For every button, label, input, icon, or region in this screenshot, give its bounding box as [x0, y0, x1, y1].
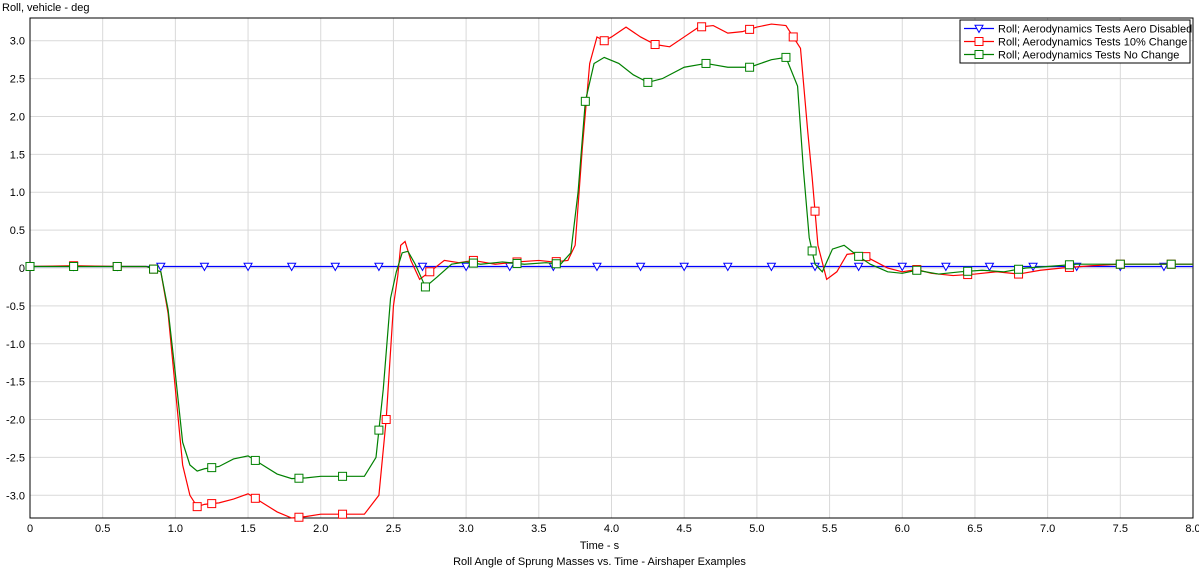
marker-square-icon	[295, 513, 303, 521]
marker-square-icon	[150, 265, 158, 273]
x-tick-label: 8.0	[1185, 523, 1199, 535]
marker-square-icon	[698, 23, 706, 31]
marker-square-icon	[1116, 260, 1124, 268]
marker-square-icon	[26, 262, 34, 270]
marker-square-icon	[251, 494, 259, 502]
legend-label: Roll; Aerodynamics Tests Aero Disabled	[998, 24, 1192, 36]
marker-square-icon	[808, 247, 816, 255]
legend: Roll; Aerodynamics Tests Aero DisabledRo…	[960, 20, 1192, 63]
x-tick-label: 1.0	[168, 523, 183, 535]
x-tick-label: 0	[27, 523, 33, 535]
marker-square-icon	[375, 426, 383, 434]
marker-square-icon	[913, 266, 921, 274]
legend-label: Roll; Aerodynamics Tests No Change	[998, 50, 1179, 62]
legend-label: Roll; Aerodynamics Tests 10% Change	[998, 37, 1187, 49]
y-tick-label: 1.5	[10, 149, 25, 161]
marker-square-icon	[113, 262, 121, 270]
y-tick-label: 2.0	[10, 111, 25, 123]
x-tick-label: 3.5	[531, 523, 546, 535]
marker-square-icon	[70, 262, 78, 270]
y-tick-label: 3.0	[10, 36, 25, 48]
marker-square-icon	[421, 283, 429, 291]
marker-square-icon	[1065, 261, 1073, 269]
y-tick-label: 1.0	[10, 187, 25, 199]
marker-square-icon	[339, 510, 347, 518]
x-tick-label: 4.0	[604, 523, 619, 535]
marker-square-icon	[964, 267, 972, 275]
y-tick-label: -1.0	[6, 339, 25, 351]
marker-square-icon	[644, 78, 652, 86]
x-tick-label: 5.0	[749, 523, 764, 535]
marker-square-icon	[746, 25, 754, 33]
x-tick-label: 5.5	[822, 523, 837, 535]
x-tick-label: 6.0	[895, 523, 910, 535]
marker-square-icon	[251, 456, 259, 464]
marker-square-icon	[1015, 265, 1023, 273]
y-tick-label: -2.5	[6, 452, 25, 464]
y-tick-label: -0.5	[6, 301, 25, 313]
marker-square-icon	[208, 500, 216, 508]
x-tick-label: 7.5	[1113, 523, 1128, 535]
marker-square-icon	[1167, 260, 1175, 268]
marker-square-icon	[782, 53, 790, 61]
x-tick-label: 2.0	[313, 523, 328, 535]
marker-square-icon	[581, 97, 589, 105]
x-tick-label: 0.5	[95, 523, 110, 535]
marker-square-icon	[975, 51, 983, 59]
x-tick-label: 2.5	[386, 523, 401, 535]
marker-square-icon	[600, 37, 608, 45]
chart-footer: Roll Angle of Sprung Masses vs. Time - A…	[0, 556, 1199, 568]
marker-square-icon	[975, 38, 983, 46]
chart-container: Roll, vehicle - deg 00.51.01.52.02.53.03…	[0, 0, 1199, 573]
x-tick-label: 4.5	[677, 523, 692, 535]
marker-square-icon	[789, 33, 797, 41]
x-axis-title: Time - s	[0, 540, 1199, 552]
y-tick-label: 2.5	[10, 74, 25, 86]
chart-svg: 0 0.5 1.0 1.5 2.0 2.5 3.0 3.5 4.0 4.5 5.0 5.5 6.0 6.5…	[0, 0, 1199, 573]
y-tick-label: 0.5	[10, 225, 25, 237]
marker-square-icon	[513, 259, 521, 267]
marker-square-icon	[193, 503, 201, 511]
marker-square-icon	[855, 252, 863, 260]
y-tick-label: 0	[19, 263, 25, 275]
marker-square-icon	[746, 63, 754, 71]
marker-square-icon	[702, 59, 710, 67]
marker-square-icon	[208, 464, 216, 472]
marker-square-icon	[811, 207, 819, 215]
marker-square-icon	[339, 472, 347, 480]
marker-square-icon	[469, 259, 477, 267]
x-tick-label: 3.0	[458, 523, 473, 535]
y-tick-label: -3.0	[6, 490, 25, 502]
marker-square-icon	[426, 268, 434, 276]
marker-square-icon	[295, 474, 303, 482]
y-tick-label: -2.0	[6, 415, 25, 427]
x-tick-label: 6.5	[967, 523, 982, 535]
x-tick-label: 7.0	[1040, 523, 1055, 535]
y-tick-label: -1.5	[6, 377, 25, 389]
x-tick-label: 1.5	[240, 523, 255, 535]
marker-square-icon	[552, 260, 560, 268]
marker-square-icon	[382, 416, 390, 424]
marker-square-icon	[651, 41, 659, 49]
